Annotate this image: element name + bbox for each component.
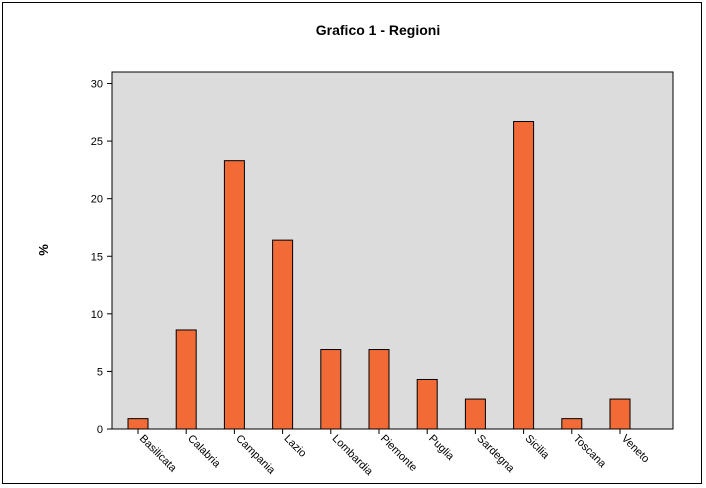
bar-toscana xyxy=(561,418,583,430)
y-tick-label: 10 xyxy=(91,309,103,321)
y-tick-label: 0 xyxy=(97,424,103,436)
y-tick-label: 20 xyxy=(91,194,103,206)
bar-veneto xyxy=(609,398,631,430)
x-tick-label: Lombardia xyxy=(330,433,376,479)
x-tick-label: Campania xyxy=(233,433,278,478)
x-tick-label: Puglia xyxy=(426,433,457,464)
bar-piemonte xyxy=(368,349,390,430)
bar-puglia xyxy=(416,378,438,430)
x-tick-label: Piemonte xyxy=(378,433,419,474)
y-tick-label: 25 xyxy=(91,136,103,148)
x-tick-label: Calabria xyxy=(185,433,223,471)
x-tick-label: Veneto xyxy=(619,433,652,466)
x-tick-label: Sicilia xyxy=(522,433,551,462)
x-axis: Basilicata Calabria Campania Lazio Lombardia… xyxy=(137,429,652,478)
x-tick-label: Lazio xyxy=(281,433,308,460)
bars xyxy=(127,121,631,430)
bar-lazio xyxy=(272,239,294,430)
y-tick-label: 30 xyxy=(91,79,103,91)
chart-title: Grafico 1 - Regioni xyxy=(316,22,440,38)
bar-lombardia xyxy=(320,349,342,430)
plot-area xyxy=(111,71,674,430)
y-axis-label: % xyxy=(36,244,51,256)
x-tick-label: Basilicata xyxy=(137,433,179,475)
bar-sardegna xyxy=(464,398,486,430)
x-tick-label: Sardegna xyxy=(474,433,517,476)
y-tick-label: 15 xyxy=(91,251,103,263)
bar-sicilia xyxy=(513,121,535,430)
x-tick-label: Toscana xyxy=(571,433,609,471)
bar-basilicata xyxy=(127,418,149,430)
y-tick-label: 5 xyxy=(97,366,103,378)
y-axis: 0 5 10 15 20 25 30 xyxy=(91,79,112,436)
bar-campania xyxy=(223,160,245,430)
bar-calabria xyxy=(175,329,197,430)
